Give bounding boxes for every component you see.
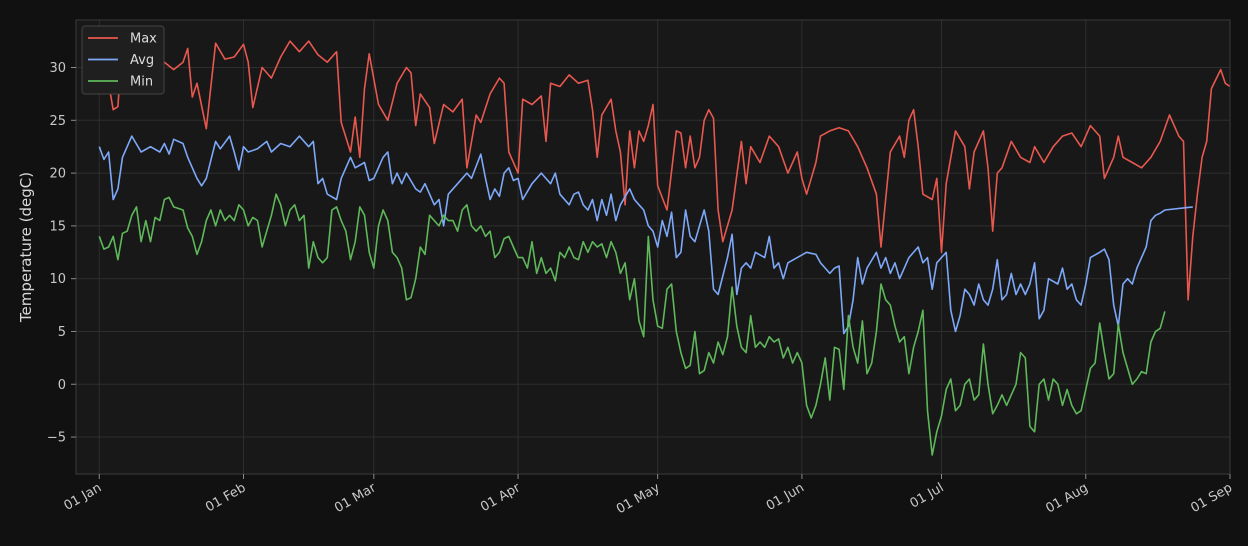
legend-label-min: Min <box>130 75 153 90</box>
plot-frame <box>75 19 1231 475</box>
y-tick-label: 30 <box>49 61 66 76</box>
series-lines <box>98 40 1231 456</box>
legend: Max Avg Min <box>81 25 165 95</box>
y-tick-label: 20 <box>49 167 66 182</box>
legend-label-avg: Avg <box>130 53 154 68</box>
y-axis-title: Temperature (degC) <box>17 172 35 323</box>
series-line-max <box>98 40 1231 301</box>
y-tick-label: 15 <box>49 219 66 234</box>
y-axis: −5 0 5 10 15 20 25 30 <box>47 61 76 446</box>
legend-label-max: Max <box>130 32 157 47</box>
y-tick-label: 10 <box>49 272 66 287</box>
y-tick-label: −5 <box>47 431 66 446</box>
y-tick-label: 25 <box>49 114 66 129</box>
y-tick-label: 5 <box>58 325 66 340</box>
y-tick-label: 0 <box>58 378 66 393</box>
plot-area <box>76 20 1230 474</box>
legend-box <box>81 25 165 95</box>
series-line-min <box>98 193 1166 456</box>
series-line-avg <box>98 135 1193 335</box>
